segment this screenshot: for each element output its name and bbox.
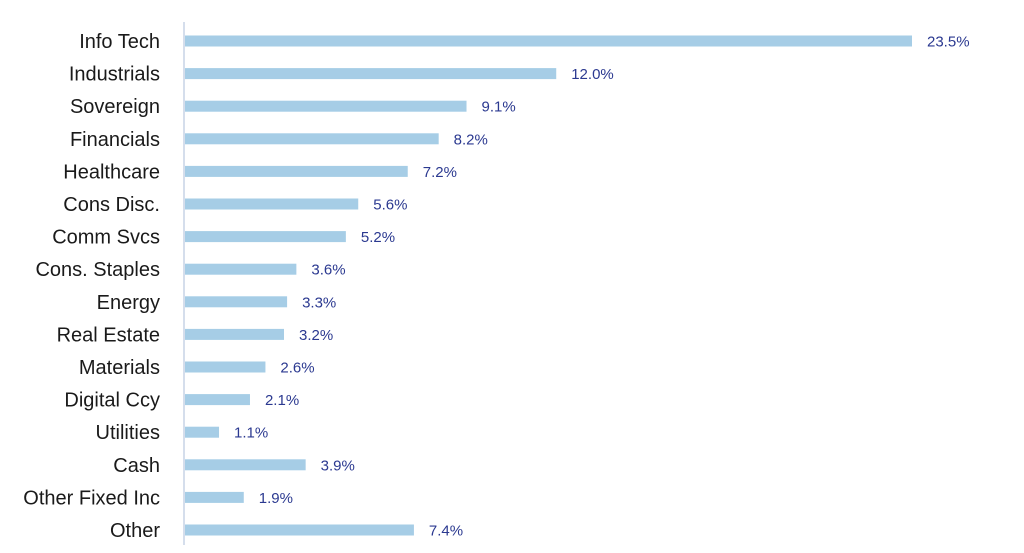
value-label-cons-staples: 3.6% [311, 262, 345, 279]
value-label-sovereign: 9.1% [482, 99, 516, 116]
category-label-other: Other [110, 520, 160, 542]
bar-sovereign [185, 100, 467, 112]
value-label-cons-disc: 5.6% [373, 197, 407, 214]
value-label-materials: 2.6% [280, 360, 314, 377]
value-label-digital-ccy: 2.1% [265, 392, 299, 409]
value-label-comm-svcs: 5.2% [361, 229, 395, 246]
category-label-real-estate: Real Estate [57, 324, 160, 346]
category-label-materials: Materials [79, 357, 160, 379]
value-label-other-fixed-inc: 1.9% [259, 490, 293, 507]
category-label-info-tech: Info Tech [79, 31, 160, 53]
value-label-utilities: 1.1% [234, 425, 268, 442]
bar-utilities [185, 426, 220, 438]
value-label-other: 7.4% [429, 523, 463, 540]
category-labels: Info Tech Industrials Sovereign Financials H… [23, 31, 160, 542]
bar-cons-staples [185, 263, 297, 275]
bar-cash [185, 459, 306, 471]
category-label-financials: Financials [70, 129, 160, 151]
category-label-sovereign: Sovereign [70, 96, 160, 118]
value-label-info-tech: 23.5% [927, 34, 970, 51]
category-label-cash: Cash [113, 455, 160, 477]
value-label-real-estate: 3.2% [299, 327, 333, 344]
value-label-industrials: 12.0% [571, 66, 614, 83]
category-label-industrials: Industrials [69, 64, 160, 86]
category-label-energy: Energy [97, 292, 160, 314]
category-label-cons-disc: Cons Disc. [63, 194, 160, 216]
bar-healthcare [185, 165, 408, 177]
category-label-other-fixed-inc: Other Fixed Inc [23, 487, 160, 509]
bar-digital-ccy [185, 394, 250, 406]
bar-cons-disc [185, 198, 359, 210]
category-label-utilities: Utilities [96, 422, 160, 444]
bar-industrials [185, 68, 557, 80]
value-label-healthcare: 7.2% [423, 164, 457, 181]
bar-energy [185, 296, 288, 308]
bar-real-estate [185, 328, 284, 340]
value-label-financials: 8.2% [454, 131, 488, 148]
category-label-healthcare: Healthcare [63, 161, 160, 183]
category-label-digital-ccy: Digital Ccy [64, 390, 160, 412]
value-labels: 23.5% 12.0% 9.1% 8.2% 7.2% 5.6% 5.2% 3.6% 3.3% 3.… [234, 34, 970, 540]
bar-financials [185, 133, 439, 145]
bars-group [185, 35, 912, 536]
bar-comm-svcs [185, 231, 346, 243]
bar-materials [185, 361, 266, 373]
value-label-cash: 3.9% [321, 457, 355, 474]
bar-other-fixed-inc [185, 491, 244, 503]
value-label-energy: 3.3% [302, 294, 336, 311]
category-label-cons-staples: Cons. Staples [35, 259, 160, 281]
bar-info-tech [185, 35, 912, 47]
category-label-comm-svcs: Comm Svcs [52, 227, 160, 249]
bar-other [185, 524, 414, 536]
